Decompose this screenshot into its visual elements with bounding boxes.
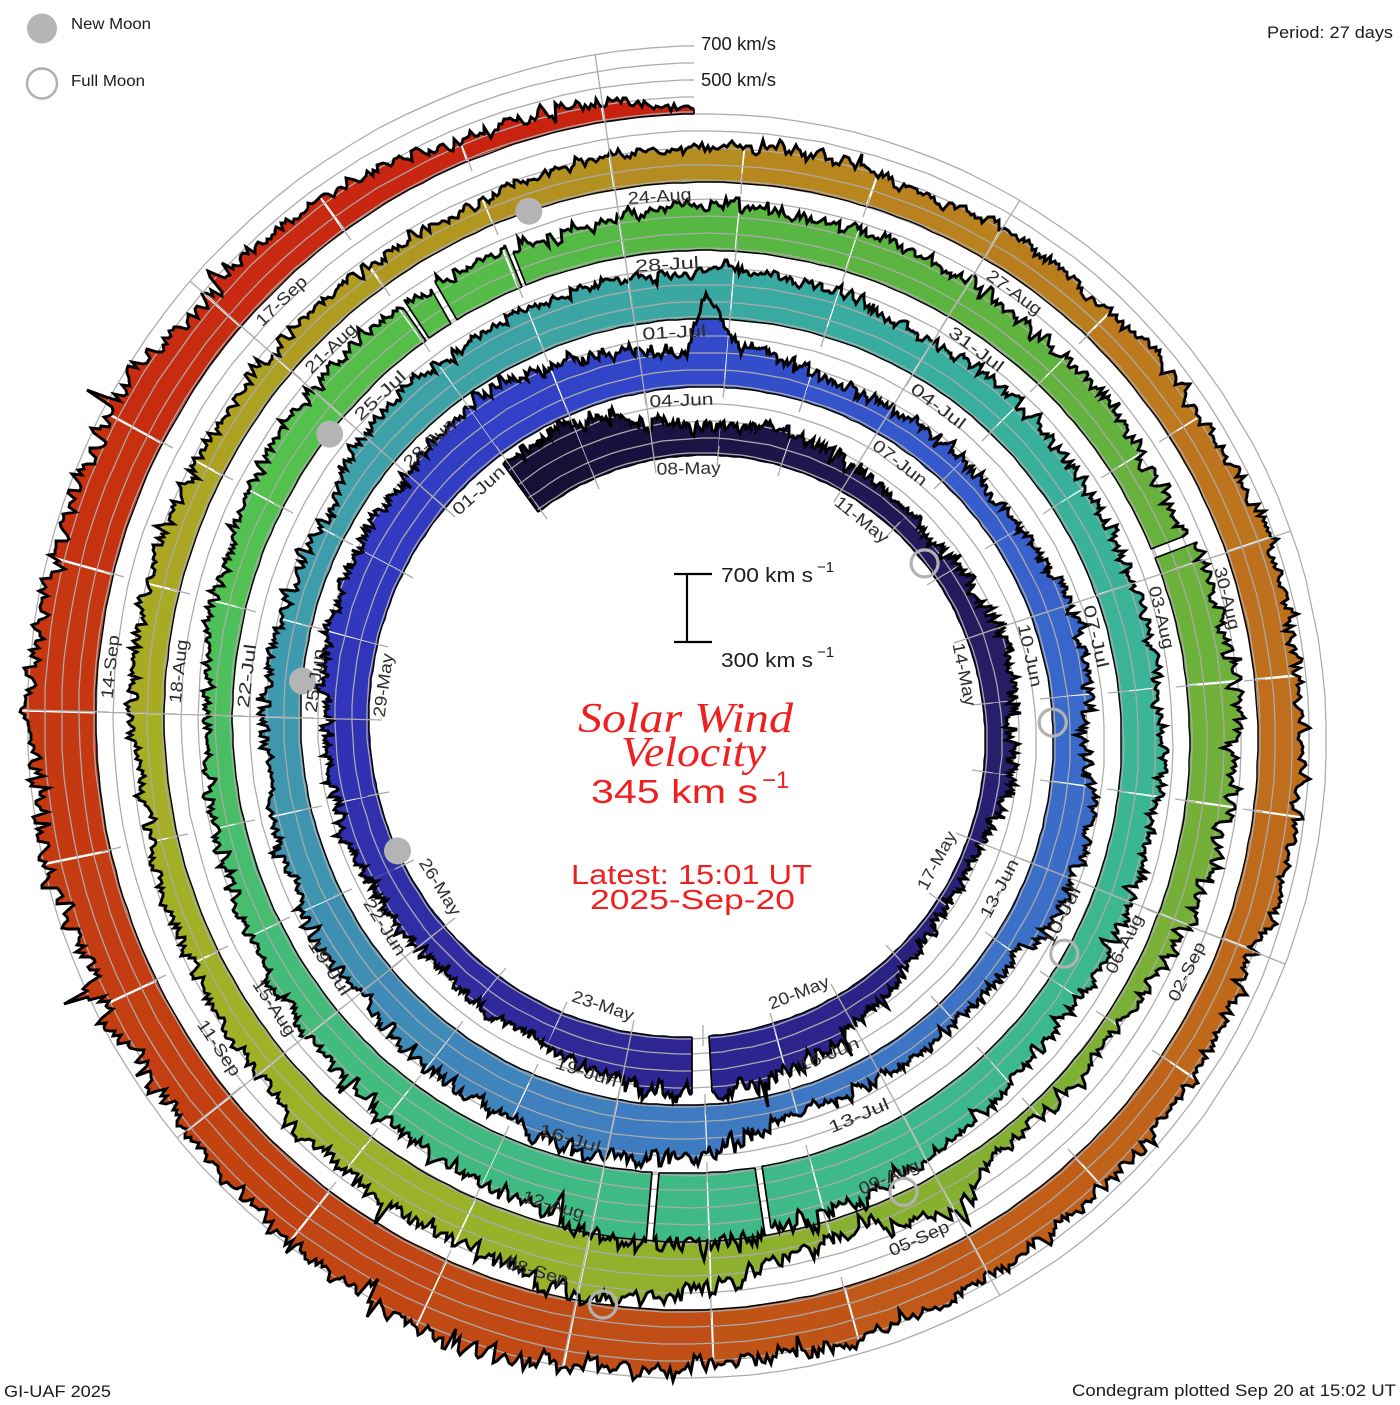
svg-text:01-Jul: 01-Jul [642,321,707,343]
svg-text:Velocity: Velocity [621,730,766,776]
svg-text:2025-Sep-20: 2025-Sep-20 [590,884,795,915]
svg-text:−1: −1 [817,644,834,661]
svg-text:345 km s: 345 km s [591,773,758,810]
svg-text:−1: −1 [817,559,834,576]
svg-text:24-Aug: 24-Aug [627,185,692,208]
svg-text:Period: 27 days: Period: 27 days [1267,24,1393,42]
svg-text:Latest: 15:01 UT: Latest: 15:01 UT [571,859,812,890]
svg-text:−1: −1 [762,767,789,794]
svg-text:04-Jun: 04-Jun [649,390,714,411]
svg-text:08-May: 08-May [656,458,721,478]
svg-text:Condegram plotted Sep 20 at 15: Condegram plotted Sep 20 at 15:02 UT [1072,1382,1396,1400]
svg-text:New Moon: New Moon [71,16,151,33]
svg-text:GI-UAF 2025: GI-UAF 2025 [4,1383,111,1400]
svg-text:Full Moon: Full Moon [71,73,145,90]
svg-text:28-Jul: 28-Jul [634,253,699,276]
svg-text:700 km/s: 700 km/s [701,33,776,54]
svg-text:Solar Wind: Solar Wind [578,696,794,742]
svg-text:700 km s: 700 km s [721,565,813,587]
svg-text:300 km s: 300 km s [721,650,813,672]
svg-text:500 km/s: 500 km/s [701,69,776,90]
